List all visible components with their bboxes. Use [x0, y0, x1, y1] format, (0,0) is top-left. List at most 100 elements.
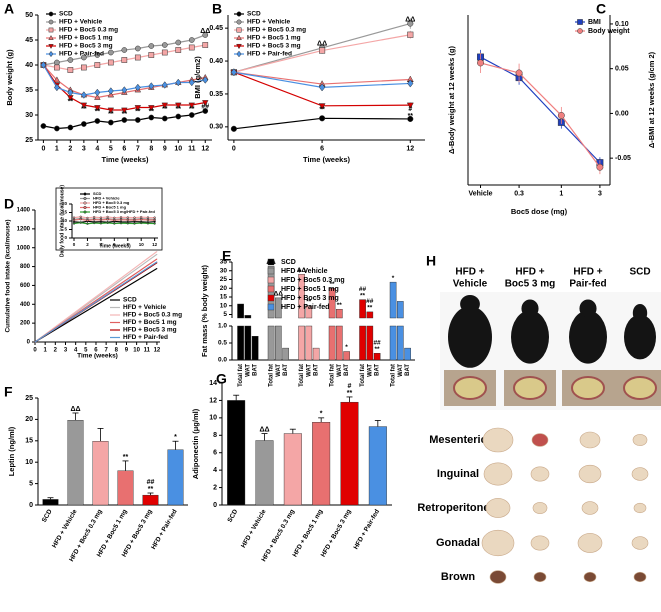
bar-lower	[359, 325, 366, 361]
legend-label: Body weight	[588, 28, 630, 35]
marker	[81, 64, 87, 71]
x-tick-label: WAT	[398, 364, 404, 377]
y-tick-label: 35	[25, 87, 33, 94]
marker	[319, 115, 326, 122]
panel-letter: E	[222, 248, 231, 264]
bar-lower	[336, 325, 343, 361]
bar	[142, 494, 159, 506]
tissue-label: Inguinal	[437, 468, 479, 480]
legend-label: HFD + Boc5 0.3 mg	[59, 27, 118, 34]
annotation: **	[108, 111, 114, 118]
vertex	[65, 318, 66, 320]
legend-swatch	[267, 267, 275, 275]
annotation: **	[81, 106, 87, 113]
x-tick-label: WAT	[276, 364, 282, 377]
vertex	[156, 251, 158, 252]
legend-label: SCD	[281, 259, 296, 266]
y-tick-label: 5	[64, 227, 67, 232]
annotation: **	[306, 298, 312, 305]
column-header: Vehicle	[453, 279, 488, 290]
y-tick-label: 0.40	[209, 58, 223, 65]
y-tick-label: 14	[209, 380, 217, 387]
marker	[107, 49, 114, 56]
series-line	[480, 62, 601, 168]
x-tick-label: 0	[73, 242, 76, 247]
marker	[148, 105, 155, 112]
marker	[133, 219, 136, 222]
x-tick-label: 5	[84, 347, 88, 353]
legend-swatch	[267, 303, 275, 311]
marker	[99, 222, 103, 225]
marker	[174, 102, 182, 109]
marker	[236, 50, 242, 58]
vertex	[146, 261, 148, 262]
vertex	[136, 272, 138, 274]
marker	[113, 219, 116, 222]
marker	[230, 68, 237, 77]
marker	[148, 43, 155, 49]
marker	[119, 222, 123, 225]
vertex	[126, 275, 127, 277]
y-tick-label: 0.30	[209, 124, 223, 131]
bar-lower	[282, 347, 289, 361]
vertex	[85, 303, 87, 305]
vertex	[115, 281, 117, 283]
x-tick-label: BAT	[344, 364, 350, 376]
bar-lower	[267, 325, 275, 361]
vertex	[75, 317, 77, 318]
axis-title: BMI (g/cm2)	[193, 56, 202, 99]
vertex	[75, 311, 77, 313]
marker	[119, 218, 123, 221]
x-axis-title: Time (weeks)	[102, 155, 149, 164]
legend-label: HFD + Boc5 1 mg	[247, 35, 301, 42]
axis-title: Δ-Body weight at 12 weeks (g)	[447, 46, 456, 154]
bar	[283, 433, 302, 506]
bar-lower	[244, 325, 252, 361]
vertex	[75, 314, 77, 316]
marker	[83, 201, 87, 205]
annotation: **	[347, 390, 353, 397]
y-tick-label: 45	[25, 37, 33, 44]
bar-upper	[244, 315, 252, 319]
bar-lower	[389, 325, 397, 361]
marker	[236, 43, 242, 50]
marker	[161, 115, 168, 122]
x-tick-label: 9	[125, 347, 129, 353]
marker	[54, 125, 60, 132]
vertex	[156, 258, 158, 260]
marker	[407, 31, 414, 38]
y-tick-label: 50	[25, 12, 33, 19]
marker	[121, 117, 128, 123]
legend-label: HFD + Boc5 3 mg	[123, 327, 177, 334]
annotation: **	[122, 111, 128, 118]
panel-letter: H	[426, 253, 436, 269]
column-header: Boc5 3 mg	[505, 279, 556, 290]
marker	[318, 103, 326, 110]
marker	[72, 219, 76, 222]
marker	[146, 218, 150, 222]
vertex	[115, 288, 117, 289]
tissue-sample	[530, 535, 550, 551]
vertex	[65, 323, 66, 325]
vertex	[115, 292, 117, 294]
y-tick-label: 800	[20, 264, 31, 270]
panel-letter: D	[4, 196, 14, 212]
column-header: SCD	[629, 267, 650, 278]
annotation: *	[174, 434, 177, 441]
marker	[148, 52, 155, 58]
y-tick-label: 400	[20, 302, 31, 308]
vertex	[115, 283, 117, 284]
x-tick-label: 6	[122, 145, 126, 152]
vertex	[156, 261, 158, 263]
y-tick-label: 30	[25, 112, 33, 119]
legend-label: HFD + Boc5 1 mg	[59, 35, 113, 42]
vertex	[136, 274, 138, 276]
marker	[596, 163, 604, 171]
legend-label: SCD	[123, 297, 137, 304]
annotation: **	[330, 281, 336, 288]
x-tick-label: 8	[115, 347, 119, 353]
legend-label: HFD + Boc5 3 mg	[247, 43, 301, 50]
marker	[67, 67, 74, 73]
marker	[319, 47, 326, 54]
tissue-sample	[531, 433, 549, 447]
